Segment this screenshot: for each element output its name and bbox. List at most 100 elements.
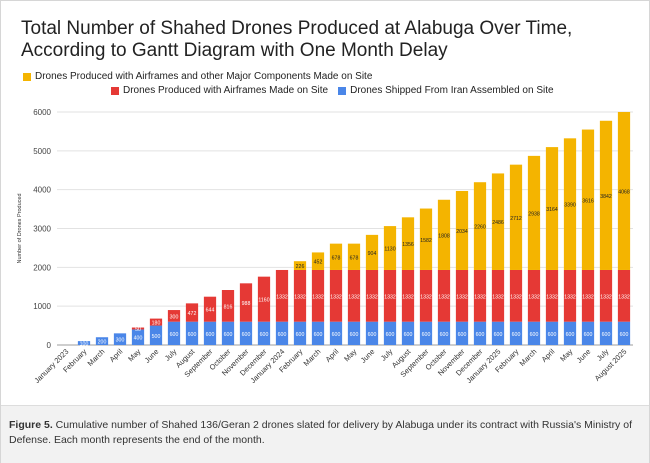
bar-segment bbox=[527, 155, 541, 270]
data-label: 2034 bbox=[456, 229, 468, 235]
legend-swatch-airframes bbox=[111, 86, 119, 95]
data-label: 600 bbox=[602, 332, 611, 338]
data-label: 100 bbox=[80, 342, 89, 348]
data-label: 2486 bbox=[492, 220, 504, 226]
data-label: 600 bbox=[224, 332, 233, 338]
data-label: 1332 bbox=[492, 294, 504, 300]
legend-swatch-major-components bbox=[23, 72, 31, 81]
bar-segment bbox=[149, 325, 163, 345]
bar-segment bbox=[113, 333, 127, 345]
bar-segment bbox=[383, 269, 397, 322]
bar-segment bbox=[581, 269, 595, 322]
bar-segment bbox=[509, 321, 523, 345]
x-tick-label: May bbox=[342, 347, 358, 363]
legend-item-airframes: Drones Produced with Airframes Made on S… bbox=[111, 85, 328, 96]
bar-segment bbox=[509, 164, 523, 270]
bar-segment bbox=[221, 290, 235, 322]
y-tick-label: 3000 bbox=[33, 225, 51, 234]
bar-segment bbox=[347, 269, 361, 322]
bar-segment bbox=[95, 337, 109, 345]
bar-segment bbox=[545, 321, 559, 345]
data-label: 452 bbox=[314, 260, 323, 266]
data-label: 1808 bbox=[438, 233, 450, 239]
data-label: 600 bbox=[242, 332, 251, 338]
data-label: 1332 bbox=[312, 294, 324, 300]
bar-segment bbox=[203, 321, 217, 345]
data-label: 1160 bbox=[258, 298, 269, 304]
data-label: 600 bbox=[296, 332, 305, 338]
legend-item-major-components: Drones Produced with Airframes and other… bbox=[23, 71, 372, 82]
bar-segment bbox=[419, 269, 433, 322]
data-label: 4068 bbox=[618, 189, 630, 195]
data-label: 600 bbox=[620, 332, 629, 338]
data-label: 600 bbox=[170, 332, 179, 338]
bar-segment bbox=[257, 321, 271, 345]
bar-segment bbox=[455, 269, 469, 322]
data-label: 904 bbox=[368, 251, 377, 257]
bar-segment bbox=[311, 252, 325, 270]
bar-segment bbox=[329, 243, 343, 270]
x-tick-label: June bbox=[143, 347, 161, 365]
bar-segment bbox=[617, 112, 631, 270]
data-label: 1582 bbox=[420, 238, 432, 244]
x-tick-label: April bbox=[324, 347, 341, 364]
data-label: 678 bbox=[332, 255, 341, 261]
bar-segment bbox=[239, 283, 253, 322]
bar-segment bbox=[311, 321, 325, 345]
data-label: 1332 bbox=[600, 294, 612, 300]
bar-segment bbox=[365, 269, 379, 322]
x-tick-label: April bbox=[108, 347, 125, 364]
caption-label: Figure 5. bbox=[9, 419, 53, 431]
data-label: 1332 bbox=[402, 294, 414, 300]
data-label: 988 bbox=[242, 301, 251, 307]
data-label: 600 bbox=[350, 332, 359, 338]
data-label: 3842 bbox=[600, 194, 612, 200]
bar-segment bbox=[167, 310, 181, 322]
data-label: 1130 bbox=[384, 247, 395, 253]
y-tick-label: 4000 bbox=[33, 186, 51, 195]
data-label: 3390 bbox=[564, 203, 576, 209]
data-label: 1332 bbox=[276, 294, 288, 300]
data-label: 1332 bbox=[510, 294, 522, 300]
stacked-bar-chart: 0 1000 2000 3000 4000 5000 6000 Number of Drone… bbox=[17, 108, 633, 385]
chart-title: Total Number of Shahed Drones Produced a… bbox=[21, 18, 641, 62]
data-label: 180 bbox=[152, 321, 161, 327]
data-label: 472 bbox=[188, 311, 197, 317]
bar-segment bbox=[437, 269, 451, 322]
bar-segment bbox=[455, 321, 469, 345]
data-label: 1332 bbox=[294, 294, 306, 300]
legend-row-2: Drones Produced with Airframes Made on S… bbox=[111, 85, 564, 96]
data-label: 3164 bbox=[546, 207, 558, 213]
chart-title-line-1: Total Number of Shahed Drones Produced a… bbox=[21, 18, 573, 39]
x-tick-label: June bbox=[359, 347, 377, 365]
data-label: 600 bbox=[512, 332, 521, 338]
bar-segment bbox=[437, 199, 451, 270]
data-label: 600 bbox=[386, 332, 395, 338]
legend-row-1: Drones Produced with Airframes and other… bbox=[23, 71, 382, 82]
y-tick-label: 2000 bbox=[33, 263, 51, 272]
bar-segment bbox=[401, 217, 415, 270]
bar-segment bbox=[239, 321, 253, 345]
data-label: 1332 bbox=[546, 294, 558, 300]
bar-segment bbox=[545, 147, 559, 270]
bar-segment bbox=[491, 173, 505, 270]
y-tick-label: 6000 bbox=[33, 108, 51, 117]
bar-segment bbox=[257, 276, 271, 322]
bar-segment bbox=[473, 321, 487, 345]
bar-segment bbox=[419, 208, 433, 270]
data-label: 300 bbox=[116, 338, 125, 344]
data-label: 600 bbox=[314, 332, 323, 338]
bar-segment bbox=[509, 269, 523, 322]
legend-label-airframes: Drones Produced with Airframes Made on S… bbox=[123, 85, 329, 96]
data-label: 1332 bbox=[384, 294, 396, 300]
legend-label-iran-shipped: Drones Shipped From Iran Assembled on Si… bbox=[350, 85, 554, 96]
data-label: 1332 bbox=[618, 294, 630, 300]
data-label: 1332 bbox=[582, 294, 594, 300]
bar-segment bbox=[203, 296, 217, 322]
bar-segment bbox=[347, 243, 361, 270]
bar-segment bbox=[329, 269, 343, 322]
legend-label-major-components: Drones Produced with Airframes and other… bbox=[35, 71, 373, 82]
data-label: 600 bbox=[188, 332, 197, 338]
data-label: 2712 bbox=[510, 216, 522, 222]
